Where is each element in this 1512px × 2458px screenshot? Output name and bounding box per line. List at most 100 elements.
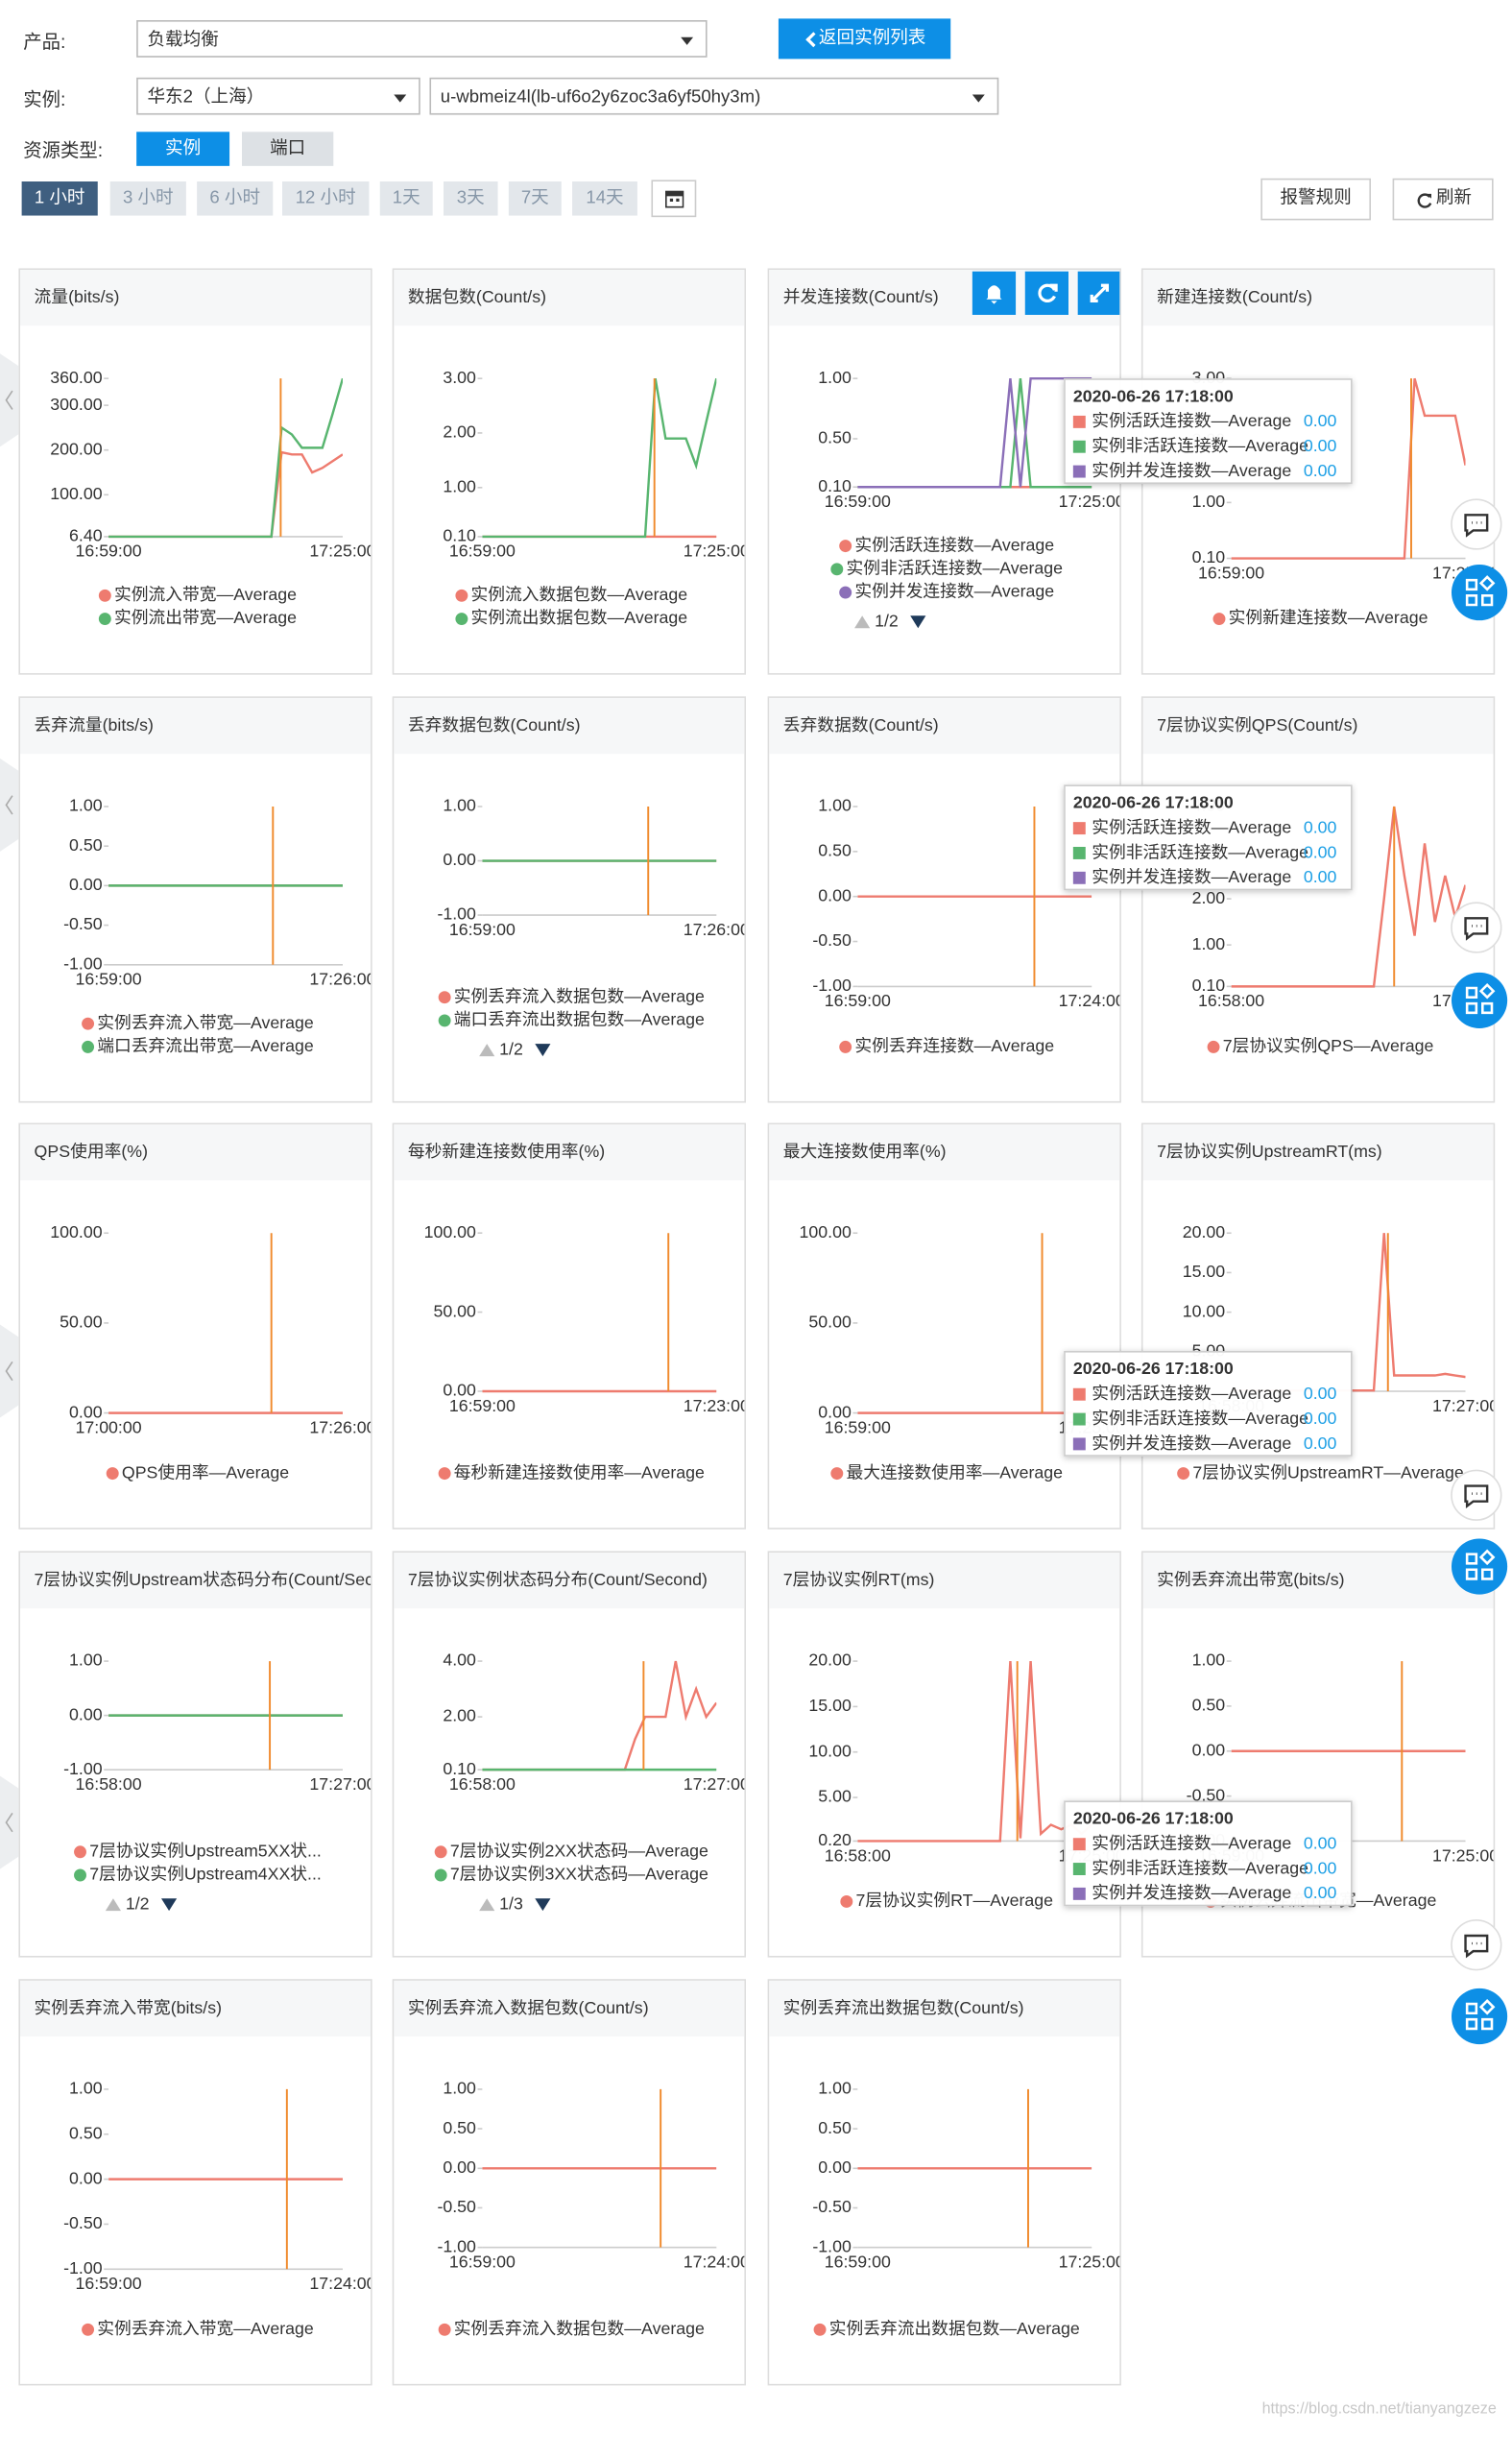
- side-tab[interactable]: [0, 353, 19, 447]
- apps-button[interactable]: [1449, 562, 1512, 624]
- x-tick-label: 17:26:00: [684, 920, 746, 939]
- tooltip-name: 实例活跃连接数—Average: [1092, 412, 1292, 432]
- tooltip-swatch: [1072, 1838, 1086, 1851]
- time-range-button[interactable]: 3天: [443, 181, 498, 216]
- feedback-button[interactable]: [1449, 1467, 1504, 1523]
- y-tick-label: 1.00: [818, 796, 852, 815]
- product-select[interactable]: 负载均衡: [136, 19, 708, 58]
- legend-dot: [74, 1845, 86, 1859]
- tooltip-name: 实例非活跃连接数—Average: [1092, 437, 1309, 456]
- panel-title: 7层协议实例UpstreamRT(ms): [1142, 1124, 1494, 1181]
- feedback-button[interactable]: [1449, 496, 1504, 552]
- panel-title: 丢弃流量(bits/s): [19, 697, 372, 755]
- chart-panel: 流量(bits/s) 360.00 300.00 200.00 100.00 6.40 16…: [18, 268, 372, 675]
- calendar-button[interactable]: [651, 180, 697, 218]
- legend-dot: [82, 2323, 95, 2336]
- y-tick-label: 1.00: [1192, 1651, 1226, 1670]
- legend-dot: [830, 1467, 844, 1481]
- tooltip-value: 0.00: [1303, 818, 1337, 838]
- panel-title: 实例丢弃流出带宽(bits/s): [1142, 1552, 1494, 1609]
- y-tick-label: 0.00: [443, 1381, 476, 1400]
- pager-next: [535, 1044, 551, 1057]
- tooltip-name: 实例并发连接数—Average: [1092, 1434, 1292, 1454]
- side-tab-arrow: [5, 390, 13, 410]
- x-tick-label: 16:59:00: [76, 970, 142, 989]
- time-range-button[interactable]: 1 小时: [21, 181, 98, 216]
- chart-panel: 7层协议实例RT(ms) 20.00 15.00 10.00 5.00 0.20 16:58…: [767, 1551, 1121, 1958]
- tooltip-value: 0.00: [1303, 1434, 1337, 1454]
- y-tick-label: 0.00: [818, 885, 852, 904]
- tooltip-value: 0.00: [1303, 868, 1337, 887]
- apps-button[interactable]: [1449, 970, 1512, 1032]
- y-tick-label: 15.00: [808, 1696, 852, 1715]
- tooltip-row: 实例非活跃连接数—Average 0.00: [1072, 841, 1343, 866]
- legend-label: 7层协议实例UpstreamRT—Average: [1192, 1462, 1464, 1482]
- y-tick-label: 0.00: [69, 2168, 103, 2187]
- legend-label: 实例并发连接数—Average: [854, 582, 1054, 601]
- tooltip-row: 实例活跃连接数—Average 0.00: [1072, 409, 1343, 434]
- x-tick-label: 17:26:00: [309, 970, 372, 989]
- tooltip-value: 0.00: [1303, 437, 1337, 456]
- chart: 20.0015.0010.005.0016:58:0017:27:007层协议实…: [1177, 1222, 1494, 1482]
- x-tick-label: 16:58:00: [76, 1774, 142, 1794]
- y-tick-label: 50.00: [433, 1301, 476, 1320]
- x-tick-label: 17:26:00: [309, 1417, 372, 1436]
- tooltip-name: 实例非活跃连接数—Average: [1092, 843, 1309, 863]
- y-tick-label: 0.50: [69, 835, 103, 855]
- x-tick-label: 16:59:00: [449, 542, 516, 561]
- x-tick-label: 17:23:00: [684, 1396, 746, 1415]
- legend-label: 7层协议实例RT—Average: [856, 1891, 1054, 1910]
- x-tick-label: 16:59:00: [76, 542, 142, 561]
- apps-circle: [1451, 564, 1508, 621]
- y-tick-label: -1.00: [437, 2236, 476, 2255]
- x-tick-label: 16:59:00: [76, 2274, 142, 2293]
- alarm-button[interactable]: 报警规则: [1260, 178, 1371, 221]
- back-button[interactable]: 返回实例列表: [778, 18, 951, 60]
- y-tick-label: 200.00: [50, 439, 102, 458]
- back-text: 返回实例列表: [818, 29, 926, 49]
- instance-select[interactable]: u-wbmeiz4l(lb-uf6o2y6zoc3a6yf50hy3m): [429, 77, 999, 115]
- side-tab[interactable]: [0, 1775, 19, 1869]
- resource-label: 资源类型:: [23, 139, 104, 161]
- legend-label: 每秒新建连接数使用率—Average: [454, 1462, 705, 1482]
- resource-type-button[interactable]: 实例: [136, 132, 230, 166]
- y-tick-label: 20.00: [808, 1651, 852, 1670]
- side-tab-shape: [0, 353, 19, 447]
- y-tick-label: 20.00: [1183, 1222, 1226, 1241]
- chart-panel: 丢弃数据包数(Count/s) 1.00 0.00 -1.00 16:59:00 17:2…: [392, 696, 746, 1103]
- tooltip-time: 2020-06-26 17:18:00: [1072, 1360, 1234, 1380]
- time-range-button[interactable]: 12 小时: [281, 181, 370, 216]
- x-tick-label: 17:27:00: [309, 1774, 372, 1794]
- y-tick-label: 1.00: [69, 796, 103, 815]
- legend-dot: [98, 613, 111, 625]
- apps-button[interactable]: [1449, 1535, 1512, 1598]
- legend-dot: [106, 1467, 119, 1481]
- pager-label: 1/2: [875, 611, 899, 630]
- y-tick-label: 100.00: [50, 1222, 102, 1241]
- time-range-button[interactable]: 3 小时: [109, 181, 186, 216]
- y-tick-label: 100.00: [50, 484, 102, 503]
- legend-dot: [74, 1868, 86, 1882]
- feedback-button[interactable]: [1449, 900, 1504, 955]
- refresh-button[interactable]: 刷新: [1392, 178, 1494, 221]
- side-tab[interactable]: [0, 758, 19, 852]
- y-tick-label: -0.50: [812, 2197, 852, 2216]
- resource-type-button[interactable]: 端口: [241, 132, 334, 166]
- time-range-button[interactable]: 14天: [572, 181, 637, 216]
- time-range-button[interactable]: 6 小时: [197, 181, 274, 216]
- tooltip-swatch: [1072, 440, 1086, 453]
- y-tick-label: 100.00: [424, 1222, 476, 1241]
- time-range-button[interactable]: 1天: [379, 181, 433, 216]
- region-select[interactable]: 华东2（上海）: [136, 77, 420, 115]
- apps-circle: [1451, 972, 1508, 1028]
- apps-button[interactable]: [1449, 1986, 1512, 2048]
- time-range-button[interactable]: 7天: [508, 181, 562, 216]
- feedback-button[interactable]: [1449, 1917, 1504, 1973]
- side-tab[interactable]: [0, 1324, 19, 1418]
